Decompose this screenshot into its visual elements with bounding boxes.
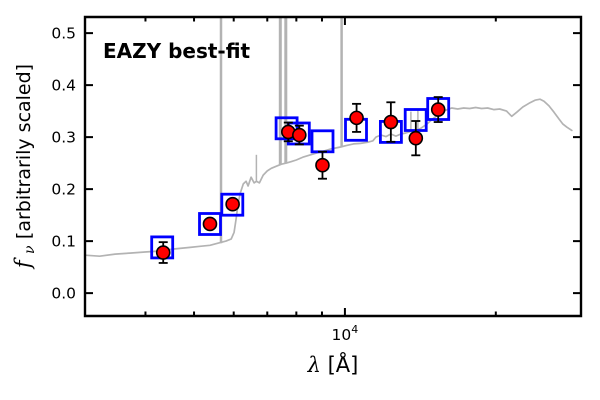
x-tick-label-exponent: 4 [351,323,358,336]
axes-spines [83,15,583,318]
observed-photometry-marker [383,114,399,130]
observed-photometry-marker [349,110,364,126]
observed-photometry-marker [225,196,240,212]
spectrum-line [85,98,573,258]
observed-photometry-point [292,124,307,146]
x-axis-label-symbol: λ [307,353,321,377]
observed-photometry-marker [315,157,330,173]
x-tick-label-base: 10 [332,326,352,344]
x-axis-label-unit: [Å] [328,351,359,377]
y-tick-label: 0.0 [51,285,76,303]
observed-photometry-point [155,241,171,264]
observed-photometry-point [430,96,446,123]
y-tick-label: 0.1 [51,233,76,251]
observed-photometry-point [408,120,424,157]
y-axis-label-unit: [arbitrarily scaled] [13,64,35,239]
observed-photometry-point [383,101,399,143]
y-tick-label: 0.2 [51,181,76,199]
observed-photometry-point [202,216,218,232]
y-axis-label: f ν [arbitrarily scaled] [11,64,39,270]
x-tick-label: 104 [332,323,359,344]
observed-photometry-point [225,196,240,212]
x-axis-label: λ [Å] [307,351,359,377]
axes-layer [83,15,583,318]
model-photometry-point [198,212,222,236]
y-axis-label-symbol: f [11,257,35,270]
observed-photometry-layer [155,96,446,264]
observed-photometry-marker [430,102,446,117]
annotation-eazy-best-fit: EAZY best-fit [103,39,251,63]
observed-photometry-marker [292,127,307,143]
y-tick-label: 0.3 [51,129,76,147]
observed-photometry-point [349,102,364,133]
observed-photometry-marker [202,216,218,232]
y-tick-label: 0.4 [51,77,76,95]
tick-labels-layer: 104 0.0 0.1 0.2 0.3 0.4 0.5 [51,25,358,344]
observed-photometry-point [315,150,330,180]
model-photometry-point [220,192,245,217]
y-tick-label: 0.5 [51,25,76,43]
observed-photometry-marker [408,130,424,146]
y-axis-label-subscript: ν [22,245,38,254]
observed-photometry-marker [155,245,171,260]
